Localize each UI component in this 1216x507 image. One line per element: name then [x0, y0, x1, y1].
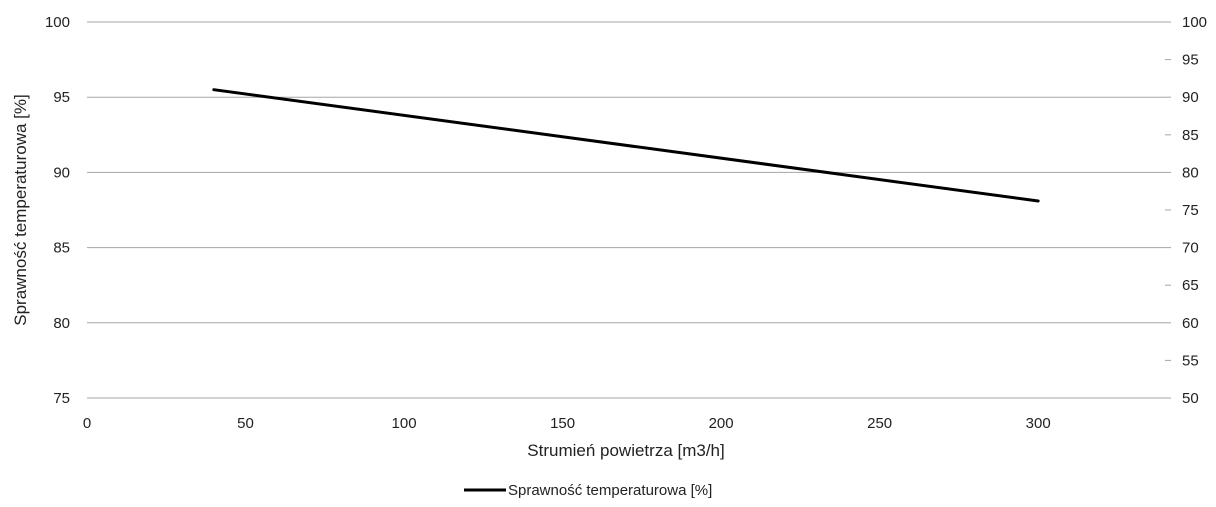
- x-tick-label: 300: [1026, 415, 1051, 432]
- y-axis-left: 75 80 85 90 95 100: [45, 14, 70, 407]
- y-tick-label: 100: [45, 14, 70, 31]
- y2-tick-label: 90: [1182, 89, 1199, 106]
- x-tick-label: 0: [83, 415, 91, 432]
- y2-tick-label: 100: [1182, 14, 1207, 31]
- y-tick-label: 95: [53, 89, 70, 106]
- y-axis-right: 50 55 60 65 70 75 80 85 90 95 100: [1165, 14, 1207, 407]
- x-tick-label: 100: [392, 415, 417, 432]
- y-tick-label: 75: [53, 390, 70, 407]
- legend: Sprawność temperaturowa [%]: [464, 482, 712, 499]
- y2-tick-label: 80: [1182, 164, 1199, 181]
- y2-tick-label: 70: [1182, 240, 1199, 257]
- y2-tick-label: 95: [1182, 52, 1199, 69]
- y-tick-label: 80: [53, 315, 70, 332]
- x-axis-title: Strumień powietrza [m3/h]: [527, 441, 724, 460]
- y-tick-label: 85: [53, 240, 70, 257]
- y2-tick-label: 55: [1182, 352, 1199, 369]
- x-tick-label: 200: [709, 415, 734, 432]
- y2-tick-label: 75: [1182, 202, 1199, 219]
- series-line: [212, 88, 1040, 203]
- y2-tick-label: 50: [1182, 390, 1199, 407]
- series-layer: [212, 88, 1040, 203]
- y-tick-label: 90: [53, 164, 70, 181]
- x-axis: 0 50 100 150 200 250 300: [83, 415, 1051, 432]
- x-tick-label: 50: [237, 415, 254, 432]
- legend-label: Sprawność temperaturowa [%]: [508, 482, 712, 499]
- y2-tick-label: 85: [1182, 127, 1199, 144]
- y-axis-title: Sprawność temperaturowa [%]: [11, 94, 30, 326]
- y2-tick-label: 65: [1182, 277, 1199, 294]
- gridlines: [87, 21, 1165, 399]
- y2-tick-label: 60: [1182, 315, 1199, 332]
- x-tick-label: 150: [550, 415, 575, 432]
- x-tick-label: 250: [867, 415, 892, 432]
